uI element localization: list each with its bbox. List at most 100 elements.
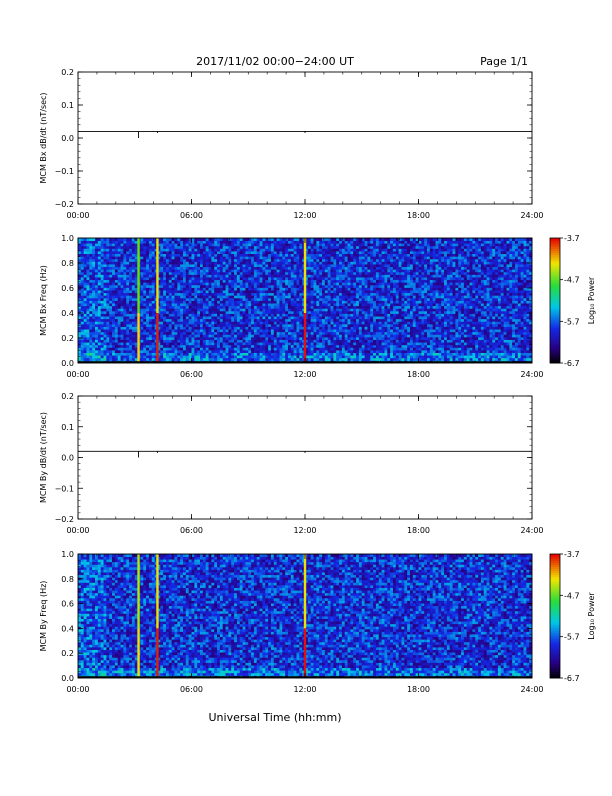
spectrogram-cell: [333, 282, 336, 285]
spectrogram-cell: [265, 298, 268, 301]
spectrogram-cell: [81, 256, 84, 259]
spectrogram-cell: [254, 282, 257, 285]
spectrogram-cell: [92, 264, 95, 267]
spectrogram-cell: [220, 314, 223, 317]
spectrogram-cell: [189, 287, 192, 290]
spectrogram-cell: [223, 314, 226, 317]
spectrogram-cell: [206, 316, 209, 319]
spectrogram-cell: [268, 334, 271, 337]
spectrogram-cell: [172, 254, 175, 257]
spectrogram-cell: [288, 324, 291, 327]
spectrogram-cell: [311, 301, 314, 304]
spectrogram-cell: [92, 293, 95, 296]
spectrogram-cell: [209, 316, 212, 319]
spectrogram-cell: [126, 355, 129, 358]
spectrogram-cell: [98, 342, 101, 345]
spectrogram-cell: [121, 321, 124, 324]
spectrogram-cell: [331, 314, 334, 317]
spectrogram-cell: [149, 345, 152, 348]
spectrogram-cell: [262, 355, 265, 358]
spectrogram-cell: [149, 321, 152, 324]
spectrogram-cell: [342, 316, 345, 319]
spectrogram-cell: [152, 280, 155, 283]
spectrogram-cell: [186, 267, 189, 270]
spectrogram-cell: [333, 340, 336, 343]
spectrogram-cell: [152, 321, 155, 324]
spectrogram-cell: [214, 358, 217, 361]
spectrogram-cell: [285, 332, 288, 335]
spectrogram-cell: [104, 272, 107, 275]
spectrogram-cell: [296, 254, 299, 257]
spectrogram-cell: [279, 303, 282, 306]
spectrogram-cell: [132, 287, 135, 290]
spectrogram-cell: [296, 246, 299, 249]
spectrogram-cell: [314, 267, 317, 270]
spectrogram-cell: [174, 248, 177, 251]
spectrogram-cell: [348, 301, 351, 304]
spectrogram-cell: [160, 332, 163, 335]
spectrogram-cell: [197, 340, 200, 343]
spectrogram-cell: [194, 248, 197, 251]
spectrogram-cell: [180, 287, 183, 290]
spectrogram-cell: [87, 293, 90, 296]
spectrogram-cell: [84, 254, 87, 257]
spectrogram-cell: [350, 280, 353, 283]
spectrogram-cell: [228, 358, 231, 361]
spectrogram-cell: [146, 280, 149, 283]
spectrogram-cell: [288, 243, 291, 246]
spectrogram-cell: [211, 311, 214, 314]
spectrogram-cell: [206, 293, 209, 296]
spectrogram-cell: [274, 241, 277, 244]
spectrogram-cell: [200, 337, 203, 340]
spectrogram-cell: [78, 285, 81, 288]
spectrogram-cell: [279, 332, 282, 335]
spectrogram-cell: [353, 251, 356, 254]
spectrogram-cell: [356, 261, 359, 264]
spectrogram-cell: [231, 311, 234, 314]
spectrogram-cell: [274, 303, 277, 306]
spectrogram-cell: [356, 277, 359, 280]
spectrogram-cell: [294, 321, 297, 324]
spectrogram-cell: [260, 246, 263, 249]
spectrogram-cell: [129, 277, 132, 280]
spectrogram-cell: [172, 285, 175, 288]
spectrogram-cell: [291, 277, 294, 280]
spectrogram-cell: [200, 324, 203, 327]
spectrogram-cell: [288, 272, 291, 275]
spectrogram-cell: [279, 264, 282, 267]
spectrogram-cell: [95, 274, 98, 277]
spectrogram-cell: [345, 261, 348, 264]
spectrogram-cell: [308, 345, 311, 348]
spectrogram-cell: [194, 251, 197, 254]
spectrogram-cell: [325, 314, 328, 317]
spectrogram-cell: [325, 290, 328, 293]
spectrogram-cell: [285, 269, 288, 272]
spectrogram-cell: [268, 329, 271, 332]
spectrogram-cell: [248, 287, 251, 290]
spectrogram-cell: [331, 246, 334, 249]
spectrogram-cell: [118, 327, 121, 330]
spectrogram-cell: [282, 350, 285, 353]
spectrogram-cell: [296, 342, 299, 345]
spectrogram-cell: [189, 274, 192, 277]
spectrogram-cell: [339, 272, 342, 275]
spectrogram-cell: [350, 254, 353, 257]
spectrogram-cell: [353, 329, 356, 332]
spectrogram-cell: [288, 246, 291, 249]
spectrogram-cell: [311, 269, 314, 272]
spectrogram-cell: [92, 342, 95, 345]
spectrogram-cell: [231, 246, 234, 249]
spectrogram-cell: [146, 358, 149, 361]
spectrogram-cell: [339, 353, 342, 356]
spectrogram-cell: [262, 311, 265, 314]
spectrogram-cell: [189, 246, 192, 249]
spectrogram-cell: [209, 298, 212, 301]
spectrogram-cell: [299, 303, 302, 306]
spectrogram-cell: [180, 353, 183, 356]
spectrogram-cell: [149, 287, 152, 290]
spectrogram-cell: [282, 264, 285, 267]
spectrogram-cell: [285, 256, 288, 259]
spectrogram-cell: [243, 314, 246, 317]
spectrogram-cell: [95, 350, 98, 353]
spectrogram-cell: [81, 324, 84, 327]
